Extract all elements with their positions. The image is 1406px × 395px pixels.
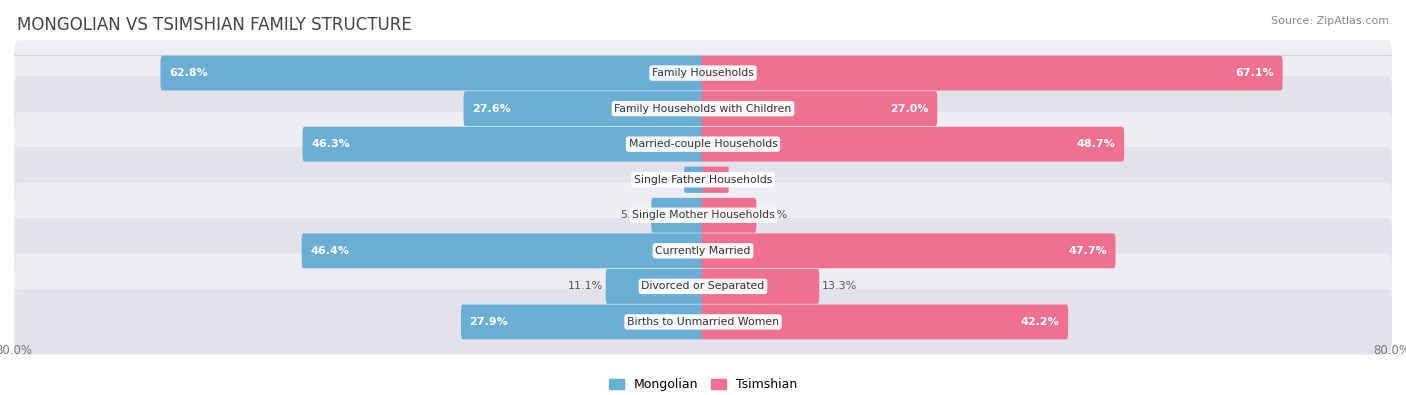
FancyBboxPatch shape [703,167,728,193]
FancyBboxPatch shape [14,147,1392,213]
Text: 46.4%: 46.4% [311,246,349,256]
FancyBboxPatch shape [302,233,704,268]
Text: 42.2%: 42.2% [1021,317,1060,327]
Text: 6.0%: 6.0% [759,210,787,220]
Text: Family Households with Children: Family Households with Children [614,103,792,114]
FancyBboxPatch shape [14,289,1392,355]
Text: 2.9%: 2.9% [733,175,761,185]
FancyBboxPatch shape [685,167,703,193]
Text: 67.1%: 67.1% [1236,68,1274,78]
FancyBboxPatch shape [651,198,704,233]
Text: Single Father Households: Single Father Households [634,175,772,185]
FancyBboxPatch shape [14,254,1392,319]
Text: Currently Married: Currently Married [655,246,751,256]
Text: MONGOLIAN VS TSIMSHIAN FAMILY STRUCTURE: MONGOLIAN VS TSIMSHIAN FAMILY STRUCTURE [17,16,412,34]
Text: Single Mother Households: Single Mother Households [631,210,775,220]
FancyBboxPatch shape [14,218,1392,284]
Text: 27.6%: 27.6% [472,103,510,114]
Text: Family Households: Family Households [652,68,754,78]
Text: 46.3%: 46.3% [311,139,350,149]
Text: 5.8%: 5.8% [620,210,648,220]
FancyBboxPatch shape [702,198,756,233]
Text: 11.1%: 11.1% [568,281,603,292]
FancyBboxPatch shape [702,233,1115,268]
FancyBboxPatch shape [14,40,1392,106]
FancyBboxPatch shape [702,127,1125,162]
FancyBboxPatch shape [14,182,1392,248]
FancyBboxPatch shape [702,91,938,126]
FancyBboxPatch shape [702,56,1282,90]
FancyBboxPatch shape [702,269,820,304]
Text: 2.1%: 2.1% [652,175,681,185]
FancyBboxPatch shape [464,91,704,126]
FancyBboxPatch shape [702,305,1069,339]
FancyBboxPatch shape [302,127,704,162]
Text: 27.0%: 27.0% [890,103,928,114]
Legend: Mongolian, Tsimshian: Mongolian, Tsimshian [603,373,803,395]
Text: Married-couple Households: Married-couple Households [628,139,778,149]
Text: 62.8%: 62.8% [169,68,208,78]
Text: Source: ZipAtlas.com: Source: ZipAtlas.com [1271,16,1389,26]
FancyBboxPatch shape [160,56,704,90]
Text: 47.7%: 47.7% [1069,246,1107,256]
Text: Births to Unmarried Women: Births to Unmarried Women [627,317,779,327]
FancyBboxPatch shape [14,111,1392,177]
Text: 27.9%: 27.9% [470,317,509,327]
Text: Divorced or Separated: Divorced or Separated [641,281,765,292]
FancyBboxPatch shape [461,305,704,339]
FancyBboxPatch shape [14,76,1392,141]
FancyBboxPatch shape [606,269,704,304]
Text: 48.7%: 48.7% [1077,139,1115,149]
Text: 13.3%: 13.3% [823,281,858,292]
